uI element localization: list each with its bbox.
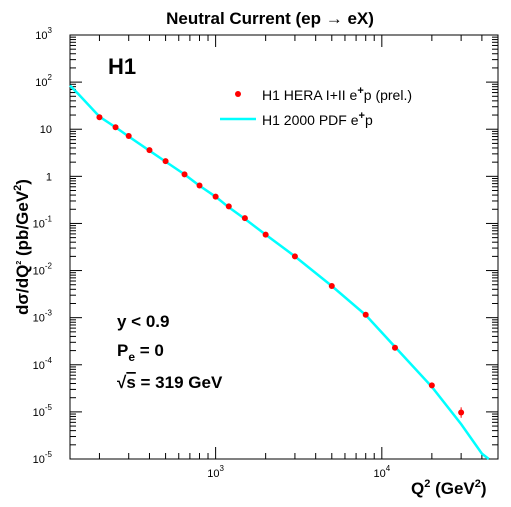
x-axis: 103 104 (98, 35, 499, 480)
data-point (212, 193, 219, 200)
data-point (391, 344, 398, 351)
y-tick-label: 10-2 (33, 262, 53, 278)
plot-frame (69, 34, 499, 460)
pdf-curve (69, 84, 490, 460)
y-tick-label: 103 (35, 26, 52, 42)
y-tick-label: 1 (46, 171, 52, 183)
data-point (181, 171, 188, 178)
data-point (241, 215, 248, 222)
data-point (146, 147, 153, 154)
data-point (196, 182, 203, 189)
legend-label-points-name: H1 HERA I+II e (262, 87, 358, 103)
y-axis-title-close: ) (13, 179, 32, 185)
data-point (328, 283, 335, 290)
kinematic-annotations: y < 0.9 Pe = 0 √s = 319 GeV (117, 312, 223, 392)
data-point (262, 231, 269, 238)
chart-title: Neutral Current (ep → eX) (166, 9, 374, 28)
annotation-sqrt-sign: √ (117, 373, 127, 392)
legend-label-line-name: H1 2000 PDF e (262, 112, 359, 128)
annotation-polarisation: Pe = 0 (117, 341, 164, 364)
x-axis-title: Q2 (GeV2) (411, 478, 487, 498)
legend-label-points: H1 HERA I+II e+p (prel.) (262, 85, 412, 103)
annotation-sqrt-rest: = 319 GeV (136, 373, 223, 392)
y-tick-label: 10-5 (33, 403, 53, 419)
legend-label-points-sup: + (357, 85, 363, 97)
y-tick-label: 10-1 (33, 214, 53, 230)
y-tick-label: 10-3 (33, 309, 53, 325)
x-axis-title-units: (GeV (435, 479, 475, 498)
pdf-curve-layer (69, 84, 490, 460)
x-axis-title-units-sup: 2 (475, 478, 481, 490)
legend-marker-points (235, 91, 241, 97)
legend-label-line: H1 2000 PDF e+p (262, 110, 373, 128)
data-point (162, 158, 169, 165)
y-tick-label: 10 (40, 124, 52, 136)
data-point (225, 203, 232, 210)
x-tick-label: 103 (207, 464, 224, 480)
data-point (291, 253, 298, 260)
annotation-y-cut: y < 0.9 (117, 312, 169, 331)
y-axis-title-sup: 2 (16, 261, 23, 265)
y-axis-title-units-sup: 2 (12, 185, 24, 191)
legend-label-line-suffix: p (365, 112, 373, 128)
x-tick-label: 104 (373, 464, 390, 480)
data-point (112, 124, 119, 131)
data-point (458, 409, 465, 416)
y-axis-title: dσ/dQ2 (pb/GeV2) (12, 179, 32, 315)
annotation-pe-sub: e (128, 350, 135, 364)
x-axis-title-sup: 2 (424, 478, 430, 490)
annotation-sqrt-arg: s (126, 373, 135, 392)
y-tick-label: 10-4 (33, 356, 53, 372)
h1-logo: H1 (108, 54, 136, 79)
legend: H1 HERA I+II e+p (prel.) H1 2000 PDF e+p (220, 85, 412, 128)
x-axis-title-base: Q (411, 479, 424, 498)
x-axis-title-close: ) (481, 479, 487, 498)
annotation-pe-base: P (117, 341, 128, 360)
annotation-sqrt-s: √s = 319 GeV (117, 373, 223, 392)
legend-label-points-suffix: p (prel.) (364, 87, 412, 103)
y-tick-label: 102 (35, 73, 52, 89)
data-point (428, 382, 435, 389)
data-point (125, 132, 132, 139)
y-axis-title-text: dσ/dQ (13, 265, 32, 315)
annotation-pe-rest: = 0 (135, 341, 164, 360)
y-axis-title-units: (pb/GeV (13, 190, 32, 256)
data-points-layer (96, 114, 465, 418)
data-point (96, 114, 103, 121)
data-point (362, 311, 369, 318)
y-tick-label: 10-5 (33, 450, 53, 466)
legend-label-line-sup: + (359, 110, 365, 122)
